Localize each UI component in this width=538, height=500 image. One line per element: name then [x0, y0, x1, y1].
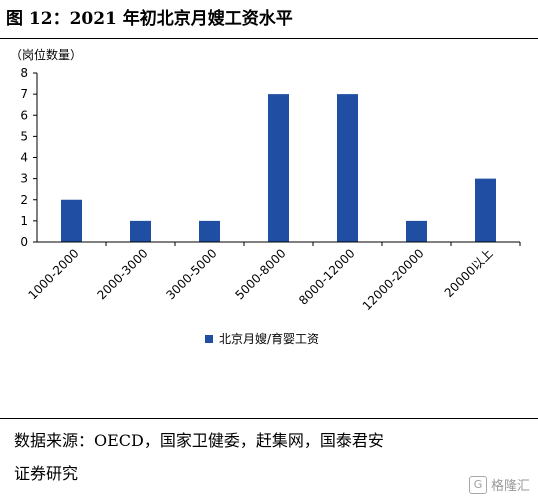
bar-20000以上	[475, 178, 496, 242]
y-axis-unit-label: （岗位数量）	[10, 48, 83, 62]
x-tick-label: 5000-8000	[232, 246, 288, 302]
source-line-1: 数据来源：OECD，国家卫健委，赶集网，国泰君安	[14, 431, 384, 450]
y-tick-label: 8	[20, 66, 28, 80]
x-axis: 1000-2000 2000-3000 3000-5000 5000-8000 8000…	[25, 241, 521, 313]
x-tick-label: 2000-3000	[94, 246, 150, 302]
x-tick-label: 8000-12000	[296, 246, 358, 308]
legend-swatch	[205, 334, 213, 343]
y-axis: 0 1 2 3 4 5 6 7 8	[20, 66, 38, 249]
title-divider	[0, 38, 538, 39]
bar-3000-5000	[199, 220, 220, 242]
y-tick-label: 1	[20, 214, 28, 228]
legend-label: 北京月嫂/育婴工资	[219, 332, 320, 346]
bar-1000-2000	[61, 199, 82, 242]
chart-title: 图 12：2021 年初北京月嫂工资水平	[6, 9, 293, 29]
bar-5000-8000	[268, 94, 289, 242]
source-note: 数据来源：OECD，国家卫健委，赶集网，国泰君安 证券研究	[14, 424, 454, 490]
y-tick-label: 4	[20, 151, 28, 165]
y-tick-label: 3	[20, 172, 28, 186]
x-tick-label: 1000-2000	[25, 246, 81, 302]
bar-chart: 0 1 2 3 4 5 6 7 8 1000-2000 2000-3000 3000-5000 500…	[20, 66, 521, 313]
x-tick-label: 12000-20000	[360, 246, 427, 313]
y-tick-label: 7	[20, 87, 28, 101]
y-tick-label: 5	[20, 129, 28, 143]
watermark-text: 格隆汇	[490, 479, 530, 494]
x-tick-label: 20000以上	[442, 246, 496, 300]
y-tick-label: 2	[20, 193, 28, 207]
bar-2000-3000	[130, 220, 151, 242]
watermark-logo-icon: G	[468, 475, 487, 494]
source-divider	[0, 418, 538, 419]
source-line-2: 证券研究	[14, 464, 79, 483]
watermark: G 格隆汇	[468, 475, 530, 494]
y-tick-label: 6	[20, 108, 28, 122]
y-tick-label: 0	[20, 235, 28, 249]
bar-8000-12000	[337, 94, 358, 242]
bars	[61, 94, 496, 242]
legend: 北京月嫂/育婴工资	[205, 330, 319, 347]
bar-12000-20000	[406, 220, 427, 242]
x-tick-label: 3000-5000	[163, 246, 219, 302]
